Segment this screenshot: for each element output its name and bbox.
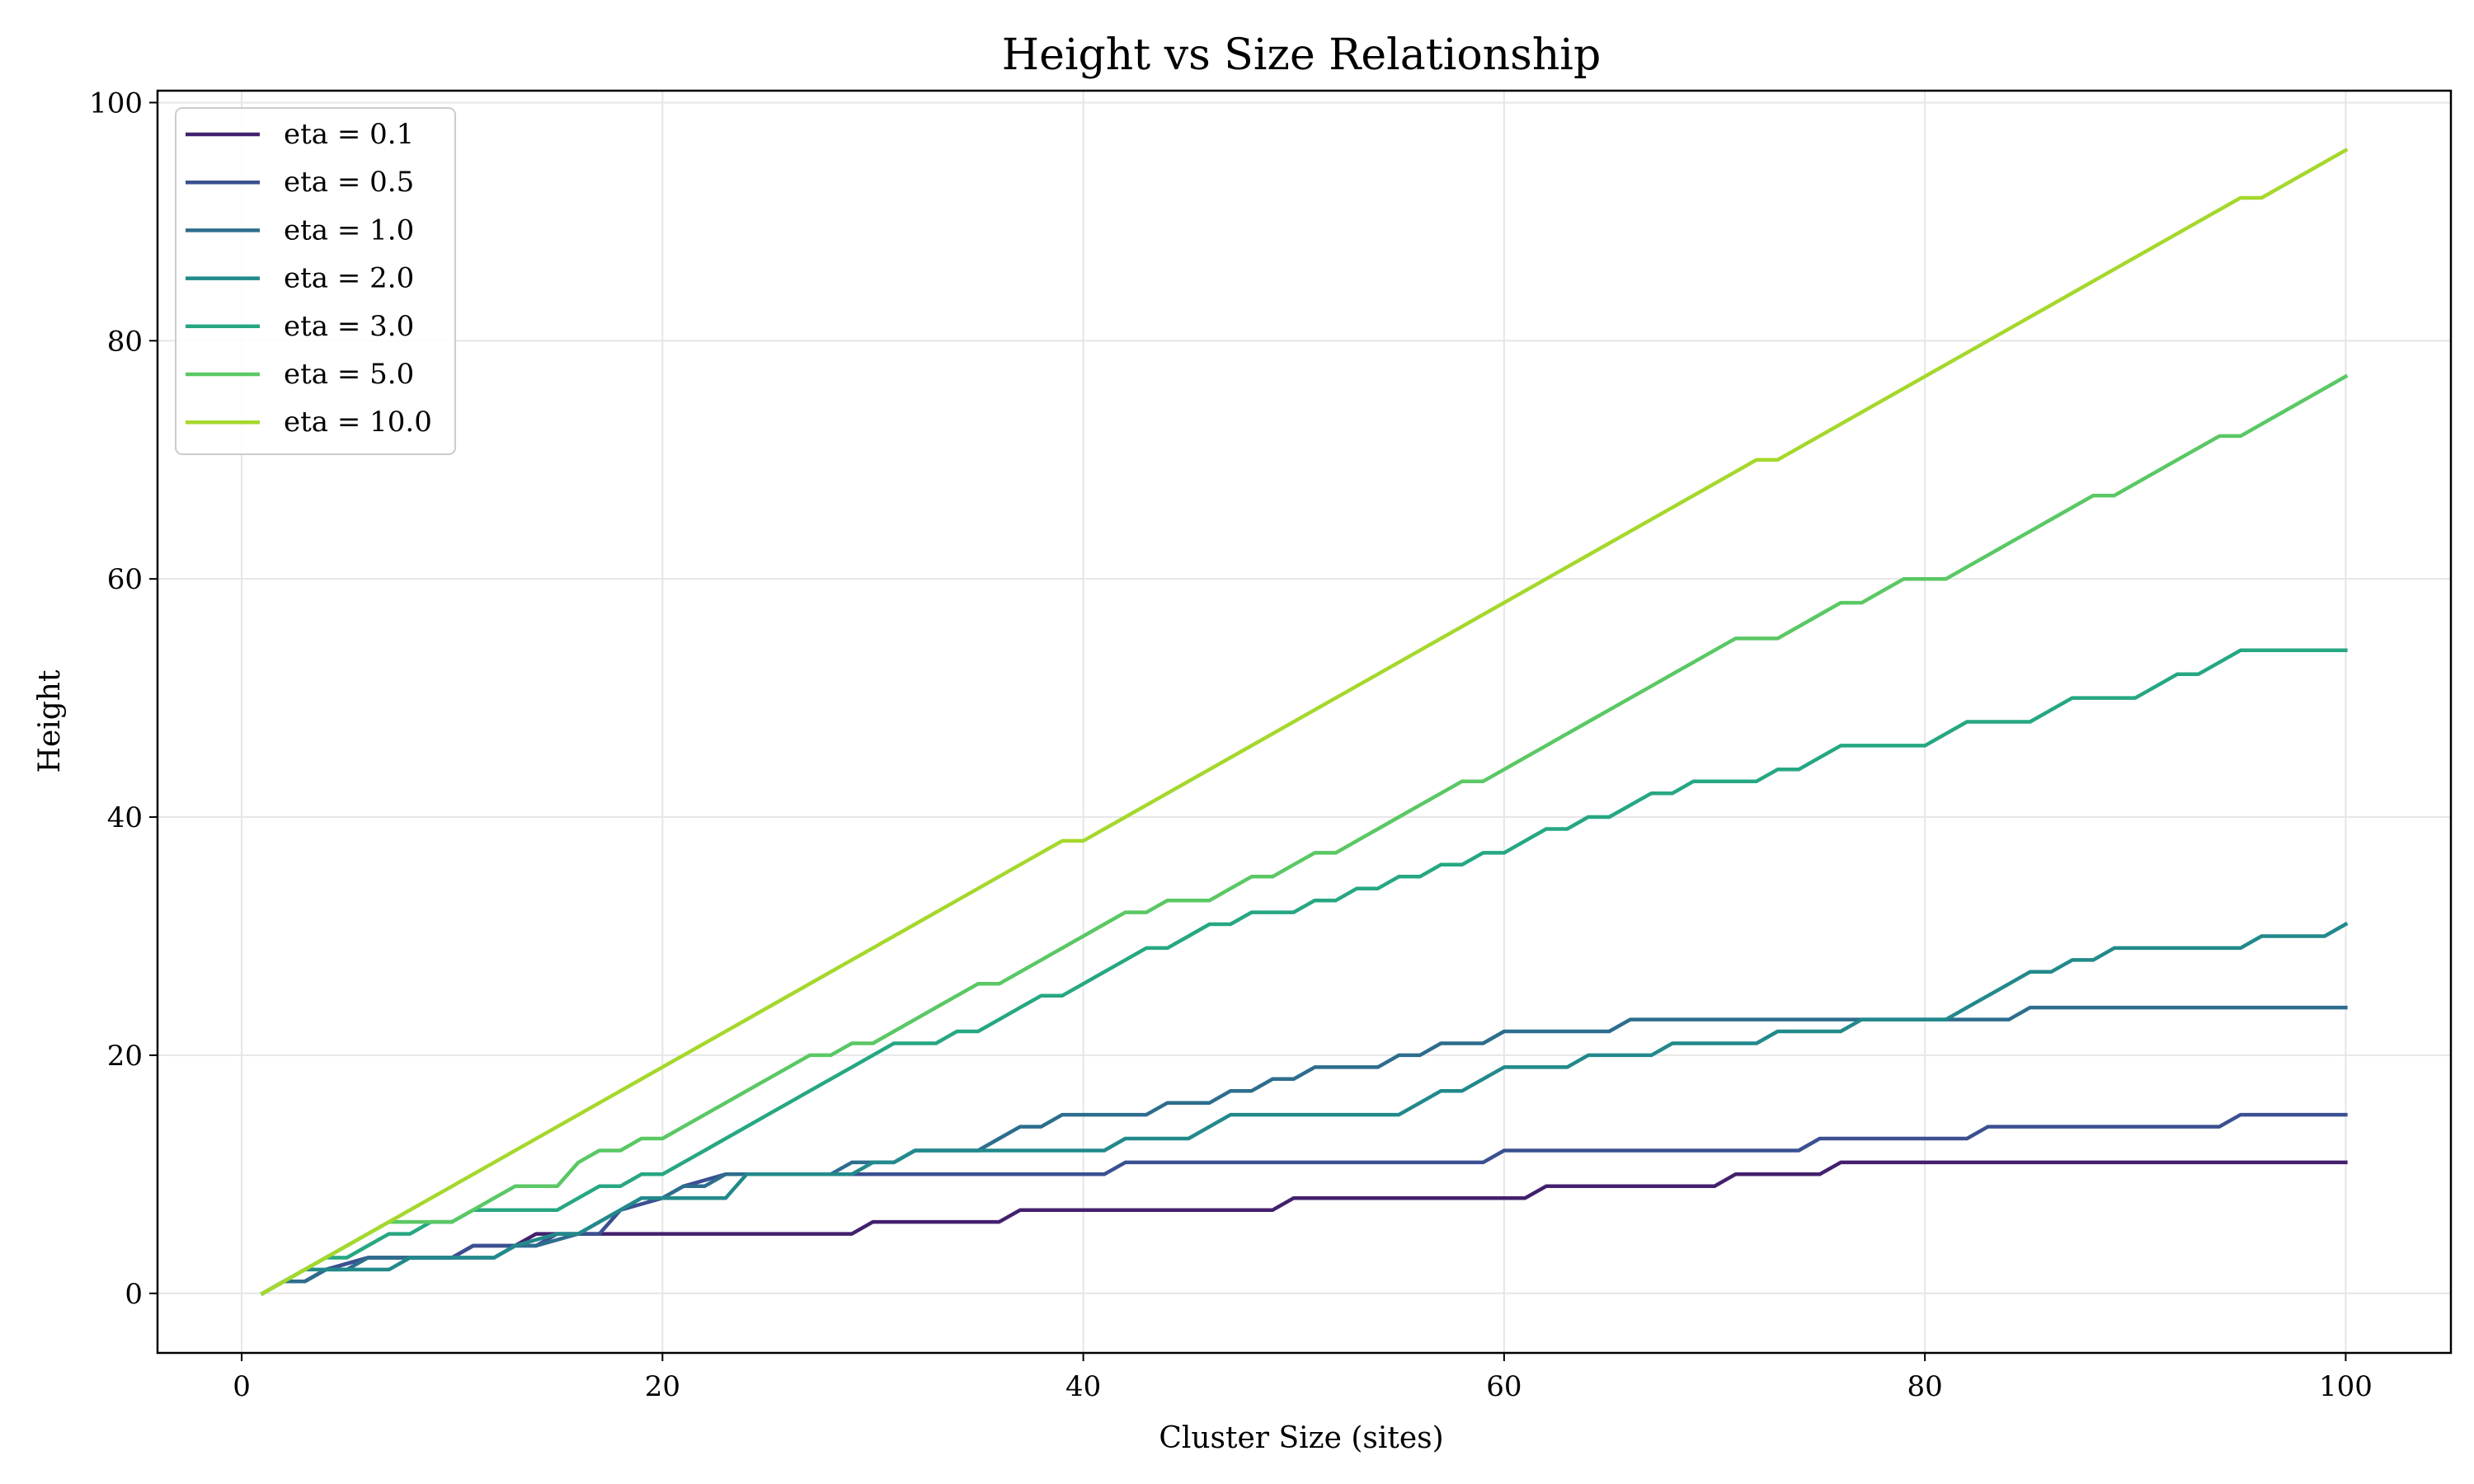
- series-layer: [260, 148, 2349, 1296]
- x-tick-label: 20: [645, 1370, 680, 1403]
- legend-box: [175, 107, 456, 455]
- plot-frame: [156, 89, 2453, 1355]
- series-line: [260, 148, 2349, 1296]
- tick-layer: 0 20 40 60 80 100 0 20 40 60 80 100: [89, 87, 2373, 1403]
- legend-label: eta = 5.0: [284, 358, 414, 391]
- series-line: [260, 921, 2349, 1296]
- y-tick-label: 40: [107, 801, 143, 834]
- x-tick-label: 80: [1907, 1370, 1943, 1403]
- legend-label: eta = 1.0: [284, 214, 414, 247]
- series-line: [260, 648, 2348, 1296]
- y-tick-label: 80: [107, 325, 143, 358]
- series-line: [260, 373, 2349, 1296]
- series-line: [260, 1160, 2348, 1296]
- y-tick-label: 60: [107, 563, 143, 596]
- legend: eta = 0.1 eta = 0.5 eta = 1.0 eta = 2.0 eta …: [175, 107, 456, 455]
- y-tick-label: 100: [89, 87, 143, 120]
- y-tick-label: 0: [125, 1278, 143, 1311]
- x-tick-label: 100: [2319, 1370, 2373, 1403]
- series-line: [260, 1005, 2348, 1296]
- grid-layer: [158, 91, 2451, 1353]
- x-axis-label: Cluster Size (sites): [1159, 1421, 1443, 1455]
- x-tick-label: 60: [1486, 1370, 1522, 1403]
- legend-label: eta = 0.5: [284, 166, 414, 199]
- x-tick-label: 0: [233, 1370, 251, 1403]
- legend-label: eta = 10.0: [284, 406, 432, 439]
- y-tick-label: 20: [107, 1040, 143, 1073]
- legend-label: eta = 0.1: [284, 118, 414, 151]
- y-axis-label: Height: [33, 669, 67, 773]
- x-tick-label: 40: [1065, 1370, 1101, 1403]
- chart-title: Height vs Size Relationship: [1002, 31, 1601, 80]
- legend-label: eta = 2.0: [284, 262, 414, 295]
- legend-label: eta = 3.0: [284, 310, 414, 343]
- series-line: [260, 1112, 2348, 1296]
